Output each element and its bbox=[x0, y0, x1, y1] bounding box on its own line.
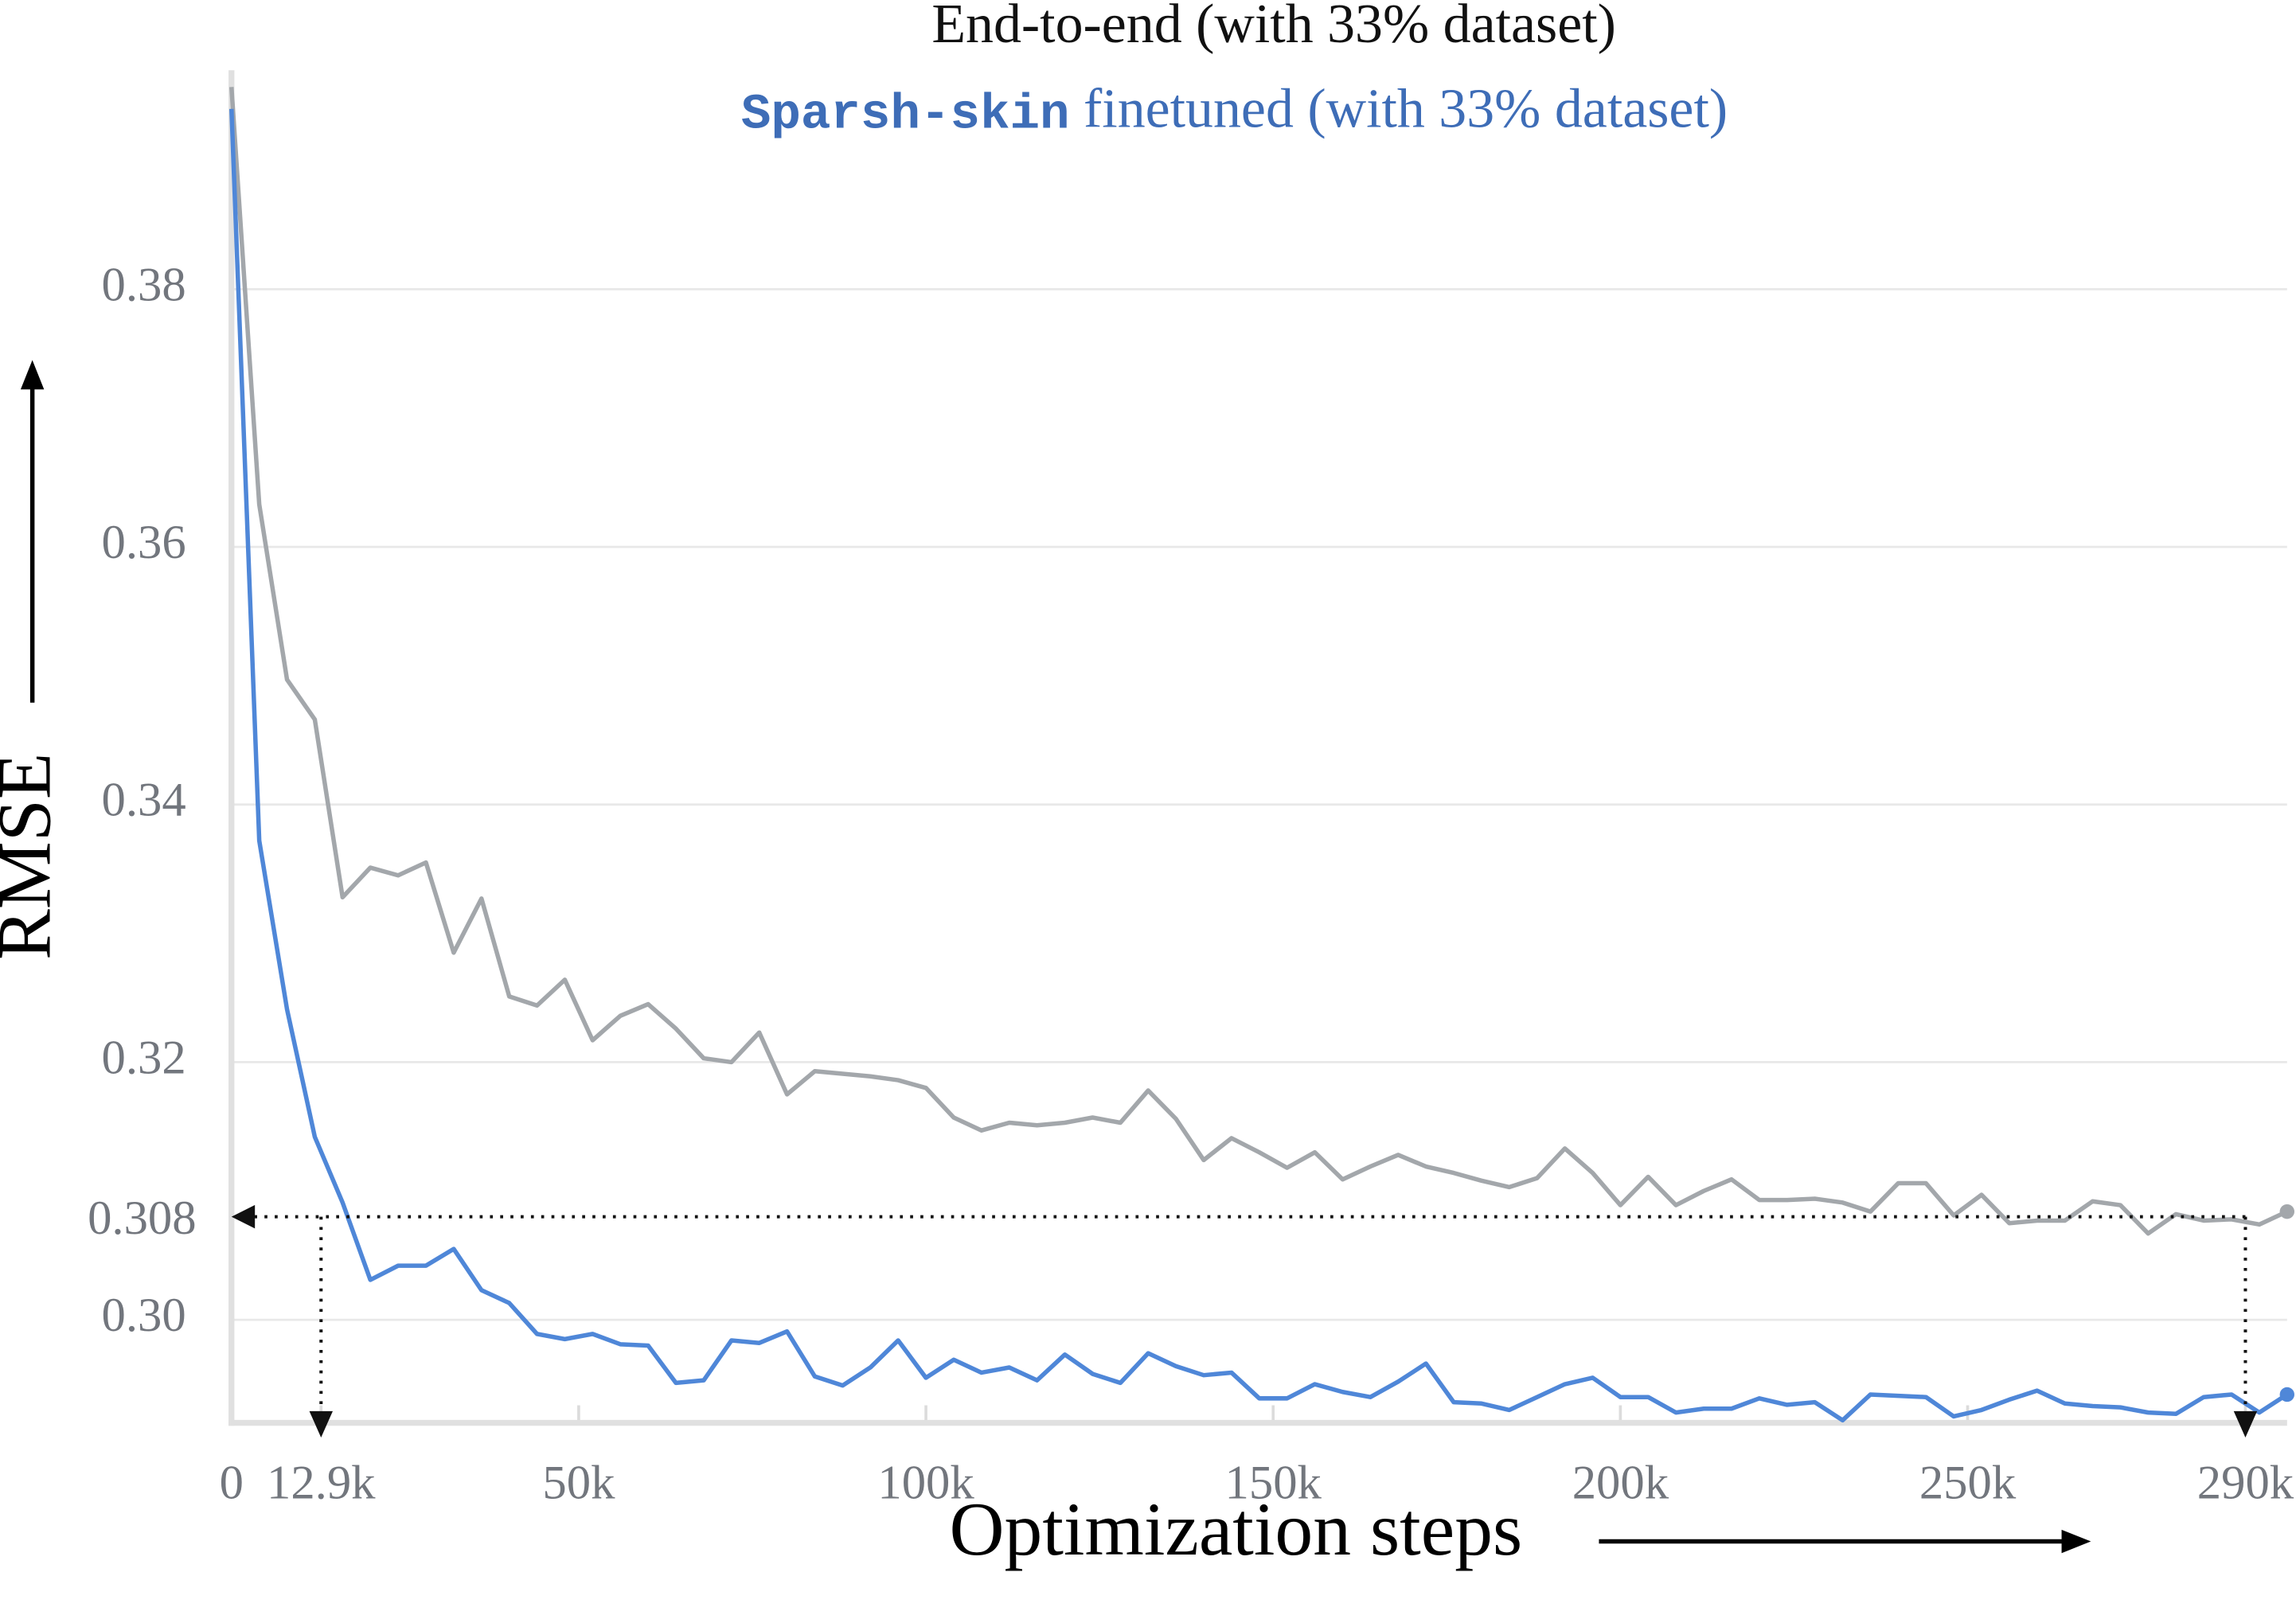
series-line bbox=[228, 87, 2288, 1236]
legend-entry: End-to-end (with 33% dataset) bbox=[931, 0, 1616, 55]
y-axis-arrowhead bbox=[20, 360, 45, 390]
reference-arrowhead bbox=[231, 1204, 256, 1229]
series-line bbox=[228, 108, 2289, 1423]
x-axis-title: Optimization steps bbox=[949, 1487, 1522, 1571]
y-tick-label: 0.32 bbox=[102, 1031, 186, 1084]
x-axis-arrowhead bbox=[2061, 1529, 2091, 1554]
x-tick-label: 50k bbox=[542, 1456, 615, 1509]
y-tick-label: 0.30 bbox=[102, 1289, 186, 1342]
x-tick-label: 0 bbox=[220, 1456, 244, 1509]
y-tick-label: 0.34 bbox=[102, 774, 186, 827]
x-tick-label: 12.9k bbox=[267, 1456, 376, 1509]
reference-arrowhead bbox=[2233, 1410, 2258, 1438]
x-tick-label: 290k bbox=[2197, 1456, 2294, 1509]
x-tick-label: 150k bbox=[1225, 1456, 1322, 1509]
y-tick-label: 0.36 bbox=[102, 516, 186, 569]
x-tick-label: 250k bbox=[1919, 1456, 2017, 1509]
legend-entry: Sparsh-skin finetuned (with 33% dataset) bbox=[741, 78, 1728, 142]
x-tick-label: 200k bbox=[1572, 1456, 1669, 1509]
y-tick-label: 0.38 bbox=[102, 258, 186, 311]
reference-arrowhead bbox=[309, 1410, 333, 1438]
end-marker bbox=[2279, 1387, 2294, 1402]
end-marker bbox=[2279, 1204, 2294, 1219]
y-axis-title: RMSE bbox=[0, 753, 67, 960]
reference-label: 0.308 bbox=[88, 1192, 197, 1245]
x-tick-label: 100k bbox=[877, 1456, 974, 1509]
